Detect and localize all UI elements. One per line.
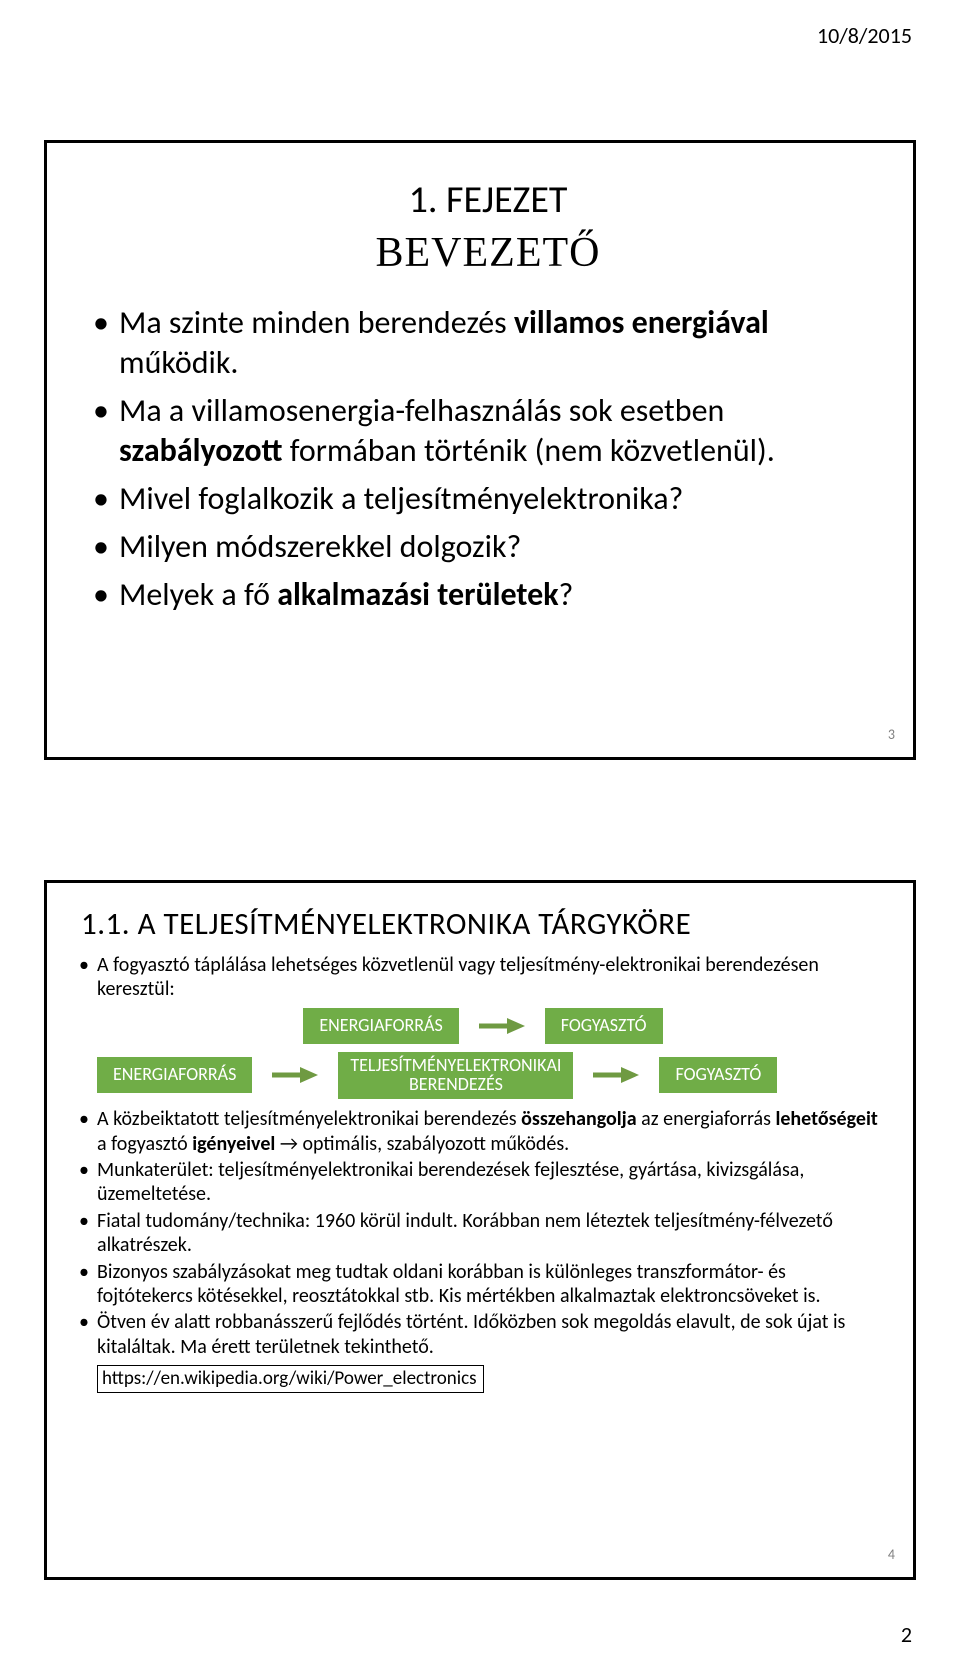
- box-fogyaszto: FOGYASZTÓ: [659, 1057, 777, 1093]
- bullet-item: Fiatal tudomány/technika: 1960 körül ind…: [75, 1209, 891, 1258]
- box-berendezes: TELJESÍTMÉNYELEKTRONIKAI BERENDEZÉS: [338, 1052, 573, 1100]
- arrow-icon: [593, 1065, 639, 1085]
- diagram-row-2: ENERGIAFORRÁS TELJESÍTMÉNYELEKTRONIKAI B…: [97, 1052, 891, 1100]
- box-energiaforras: ENERGIAFORRÁS: [97, 1057, 252, 1093]
- bullet-item: Melyek a fő alkalmazási területek?: [93, 575, 883, 615]
- slide2-pagenum: 4: [888, 1546, 895, 1563]
- slide2-intro: A fogyasztó táplálása lehetséges közvetl…: [75, 953, 891, 1002]
- bullet-item: Ma szinte minden berendezés villamos ene…: [93, 303, 883, 383]
- slide1-bullets: Ma szinte minden berendezés villamos ene…: [93, 303, 883, 615]
- bullet-item: A közbeiktatott teljesítményelektronikai…: [75, 1107, 891, 1156]
- slide-1: 1. FEJEZET BEVEZETŐ Ma szinte minden ber…: [44, 140, 916, 760]
- slide-2: 1.1. A TELJESÍTMÉNYELEKTRONIKA TÁRGYKÖRE…: [44, 880, 916, 1580]
- bullet-item: Milyen módszerekkel dolgozik?: [93, 527, 883, 567]
- slide2-bullets: A közbeiktatott teljesítményelektronikai…: [75, 1107, 891, 1359]
- slide2-title: 1.1. A TELJESÍTMÉNYELEKTRONIKA TÁRGYKÖRE: [81, 905, 891, 943]
- chapter-number: 1. FEJEZET: [93, 177, 883, 223]
- bullet-item: Ma a villamosenergia-felhasználás sok es…: [93, 391, 883, 471]
- bullet-item: Mivel foglalkozik a teljesítményelektron…: [93, 479, 883, 519]
- box-fogyaszto: FOGYASZTÓ: [545, 1008, 663, 1044]
- outer-page-number: 2: [901, 1621, 912, 1648]
- bullet-item: Munkaterület: teljesítményelektronikai b…: [75, 1158, 891, 1207]
- bullet-item: Ötven év alatt robbanásszerű fejlődés tö…: [75, 1310, 891, 1359]
- box-mid-line2: BERENDEZÉS: [409, 1073, 503, 1095]
- diagram-row-1: ENERGIAFORRÁS FOGYASZTÓ: [75, 1008, 891, 1044]
- arrow-icon: [272, 1065, 318, 1085]
- wiki-link[interactable]: https://en.wikipedia.org/wiki/Power_elec…: [97, 1365, 484, 1393]
- slide1-pagenum: 3: [888, 726, 895, 743]
- box-mid-line1: TELJESÍTMÉNYELEKTRONIKAI: [350, 1054, 561, 1076]
- bullet-item: Bizonyos szabályzásokat meg tudtak oldan…: [75, 1260, 891, 1309]
- arrow-icon: [479, 1016, 525, 1036]
- header-date: 10/8/2015: [817, 22, 912, 49]
- box-energiaforras: ENERGIAFORRÁS: [303, 1008, 458, 1044]
- bullet-item: A fogyasztó táplálása lehetséges közvetl…: [75, 953, 891, 1002]
- chapter-title: BEVEZETŐ: [93, 229, 883, 277]
